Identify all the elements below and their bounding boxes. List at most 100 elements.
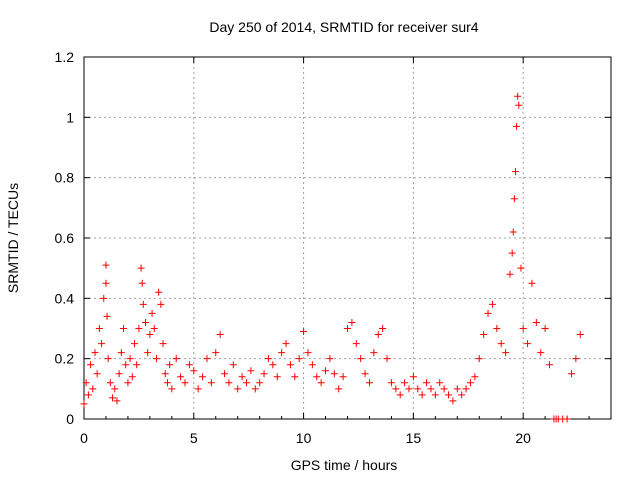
data-point xyxy=(453,385,461,393)
data-point xyxy=(89,385,97,393)
data-point xyxy=(519,325,527,332)
grid-lines xyxy=(84,57,611,419)
data-point xyxy=(418,391,426,399)
x-tick-labels: 0 5 10 15 20 xyxy=(80,430,531,446)
data-point xyxy=(576,331,584,339)
data-point xyxy=(181,379,189,387)
data-point xyxy=(471,373,479,381)
data-point xyxy=(264,355,272,363)
data-point xyxy=(103,312,111,320)
data-point xyxy=(295,355,303,363)
x-tick-label: 5 xyxy=(190,430,198,446)
data-point xyxy=(87,361,95,369)
data-point xyxy=(212,349,220,357)
data-point xyxy=(124,379,132,387)
y-tick-label: 0.4 xyxy=(55,290,75,306)
data-point xyxy=(113,397,121,405)
data-point xyxy=(405,385,413,393)
data-point xyxy=(304,349,312,357)
data-point xyxy=(122,361,130,369)
x-tick-label: 20 xyxy=(515,430,531,446)
y-tick-label: 0.8 xyxy=(55,170,75,186)
data-point xyxy=(82,379,90,387)
data-point xyxy=(493,325,501,332)
data-point xyxy=(370,349,378,357)
data-point xyxy=(313,373,321,381)
data-point xyxy=(203,355,211,363)
data-point xyxy=(379,325,387,332)
data-point xyxy=(260,370,268,378)
data-point xyxy=(177,373,185,381)
data-point xyxy=(488,300,496,308)
data-point xyxy=(440,385,448,393)
data-point xyxy=(157,300,165,308)
data-point xyxy=(278,349,286,357)
x-tick-label: 15 xyxy=(406,430,422,446)
data-point xyxy=(537,349,545,357)
data-point xyxy=(282,340,290,348)
y-tick-label: 1.2 xyxy=(55,49,75,65)
data-point xyxy=(515,101,523,109)
data-point xyxy=(216,331,224,339)
data-point xyxy=(199,373,207,381)
data-point xyxy=(84,391,92,399)
y-axis-title: SRMTID / TECUs xyxy=(5,183,21,293)
data-point xyxy=(102,261,110,269)
data-point xyxy=(466,379,474,387)
data-point xyxy=(251,385,259,393)
data-point xyxy=(387,379,395,387)
data-point xyxy=(532,318,540,326)
data-point xyxy=(392,385,400,393)
y-tick-label: 0 xyxy=(66,411,74,427)
data-point xyxy=(348,318,356,326)
data-point xyxy=(163,379,171,387)
data-point xyxy=(401,379,409,387)
data-point xyxy=(141,318,149,326)
data-point xyxy=(109,394,117,402)
data-point xyxy=(291,373,299,381)
data-point xyxy=(322,367,330,375)
data-point xyxy=(330,370,338,378)
data-point xyxy=(100,294,108,302)
data-point xyxy=(131,340,139,348)
data-point xyxy=(148,309,156,317)
data-point xyxy=(300,328,308,336)
data-point xyxy=(161,370,169,378)
data-point xyxy=(238,373,246,381)
data-points xyxy=(80,92,584,423)
data-point xyxy=(497,340,505,348)
data-point xyxy=(139,300,147,308)
data-point xyxy=(159,340,167,348)
data-point xyxy=(120,325,128,332)
data-point xyxy=(155,288,163,296)
data-point xyxy=(194,385,202,393)
data-point xyxy=(286,361,294,369)
data-point xyxy=(138,279,146,287)
data-point xyxy=(480,331,488,339)
data-point xyxy=(234,385,242,393)
data-point xyxy=(546,361,554,369)
data-point xyxy=(524,340,532,348)
data-point xyxy=(168,385,176,393)
data-point xyxy=(135,325,143,332)
data-point xyxy=(541,325,549,332)
data-point xyxy=(190,367,198,375)
data-point xyxy=(256,379,264,387)
data-point xyxy=(484,309,492,317)
data-point xyxy=(383,355,391,363)
data-point xyxy=(335,385,343,393)
data-point xyxy=(102,279,110,287)
data-point xyxy=(427,385,435,393)
plot-frame xyxy=(83,56,612,420)
data-point xyxy=(247,367,255,375)
data-point xyxy=(128,373,136,381)
x-tick-label: 0 xyxy=(80,430,88,446)
data-point xyxy=(563,415,571,423)
data-point xyxy=(357,355,365,363)
data-point xyxy=(502,349,510,357)
data-point xyxy=(93,370,101,378)
data-point xyxy=(511,168,519,176)
y-tick-label: 0.2 xyxy=(55,351,75,367)
x-tick-label: 10 xyxy=(296,430,312,446)
